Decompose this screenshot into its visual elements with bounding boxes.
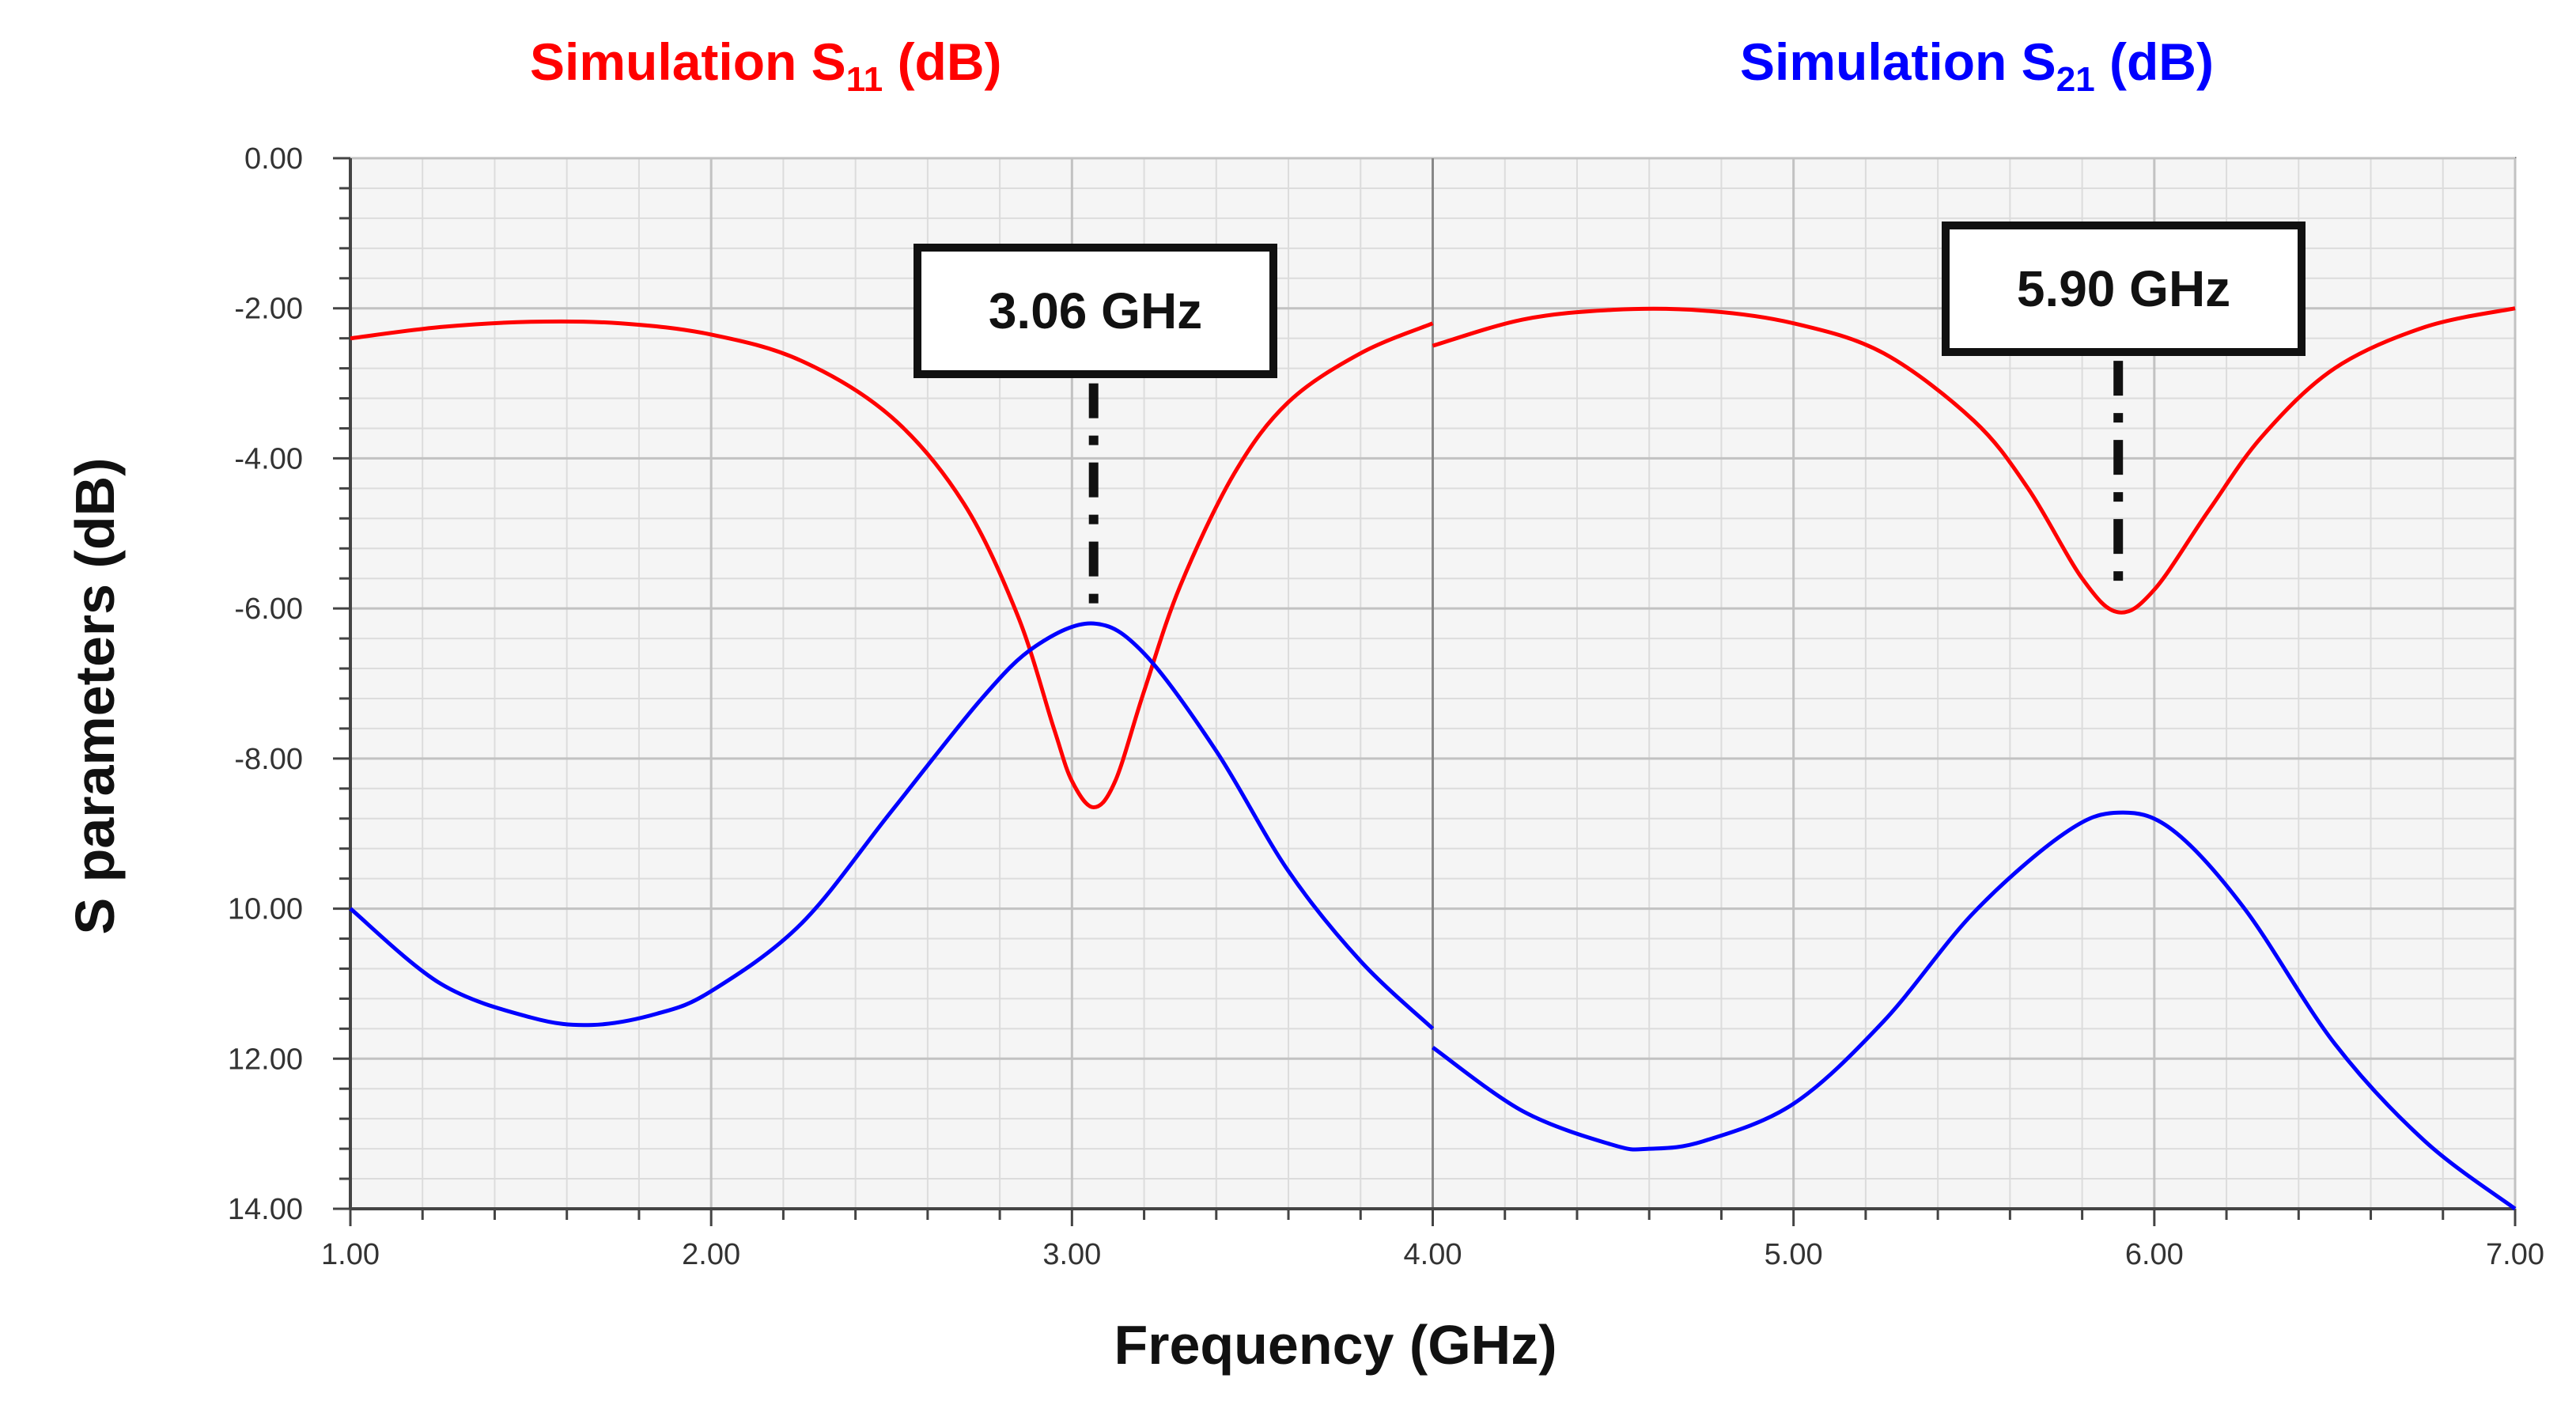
s21-line-segment-2 [1432,810,2517,1211]
x-tick-label: 3.00 [1042,1238,1101,1271]
x-axis-title: Frequency (GHz) [1114,1314,1557,1376]
x-tick-label: 5.00 [1765,1238,1823,1271]
marker-box-3.06ghz: 3.06 GHz [914,244,1277,378]
s21-title-suffix: (dB) [2094,32,2214,91]
y-tick-label: 10.00 [228,893,303,926]
x-tick-label: 6.00 [2125,1238,2184,1271]
y-tick-label: -6.00 [234,593,303,626]
axes: 1.00 2.00 3.00 4.00 5.00 6.00 7.00 0.00 -2.00 -4.… [228,142,2544,1271]
s21-title-sub: 21 [2056,60,2095,99]
x-tick-label: 7.00 [2486,1238,2544,1271]
annotations [1088,361,2124,609]
s11-line-segment-1 [350,319,1434,809]
y-tick-label: 14.00 [228,1193,303,1226]
s11-line-segment-2 [1432,306,2516,615]
y-tick-label: -4.00 [234,442,303,475]
y-axis-title: S parameters (dB) [64,457,126,935]
x-tick-label: 2.00 [682,1238,740,1271]
x-tick-label: 1.00 [321,1238,380,1271]
s11-legend-title: Simulation S11 (dB) [530,32,1002,100]
y-tick-label: -8.00 [234,743,303,776]
x-tick-label: 4.00 [1404,1238,1462,1271]
s11-title-sub: 11 [845,60,883,99]
y-tick-label: 12.00 [228,1043,303,1076]
s21-line-segment-1 [349,621,1435,1031]
series [349,306,2517,1211]
s21-legend-title: Simulation S21 (dB) [1740,32,2214,100]
s11-title-prefix: Simulation S [530,32,846,91]
s21-title-prefix: Simulation S [1740,32,2056,91]
y-tick-label: 0.00 [244,142,303,176]
s11-title-suffix: (dB) [883,32,1002,91]
marker-box-5.90ghz: 5.90 GHz [1942,222,2306,356]
y-tick-label: -2.00 [234,293,303,326]
